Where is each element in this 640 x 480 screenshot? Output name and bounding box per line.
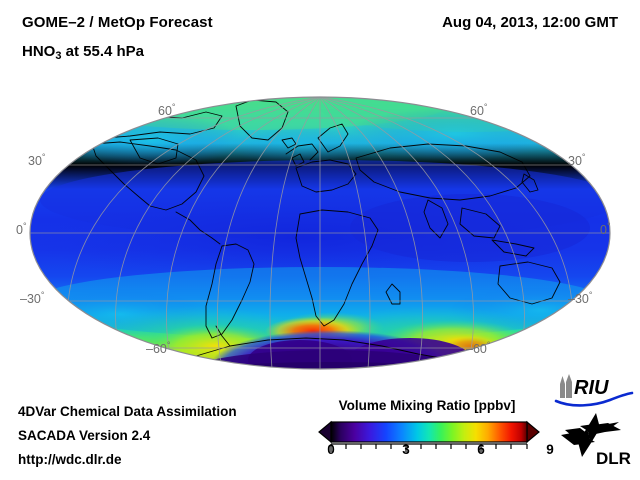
colorbar-gradient [330, 421, 528, 443]
dlr-mark-icon [561, 413, 621, 457]
graticule [30, 97, 610, 369]
dlr-wordmark: DLR [596, 449, 631, 468]
dlr-logo: DLR [561, 413, 631, 468]
colorbar-svg [318, 420, 540, 452]
species-title: HNO3 at 55.4 hPa [22, 43, 144, 62]
species-name: HNO [22, 43, 56, 60]
lat-label-30n-right: 30° [568, 152, 586, 168]
colorbar-tick-label-3: 3 [402, 442, 410, 457]
datetime-label: Aug 04, 2013, 12:00 GMT [442, 14, 618, 31]
species-subscript: 3 [55, 50, 62, 62]
colorbar-ticks [330, 444, 528, 452]
lat-label-0-left: 0° [16, 221, 27, 237]
lat-label-30n-left: 30° [28, 152, 46, 168]
colorbar-tick-label-6: 6 [477, 442, 485, 457]
lat-label-30s-left: –30° [20, 290, 45, 306]
riu-logo: RIU [554, 374, 634, 407]
instrument-title: GOME–2 / MetOp Forecast [22, 14, 213, 31]
colorbar-low-arrow [318, 420, 332, 444]
colorbar-high-arrow [526, 420, 540, 444]
colorbar: Volume Mixing Ratio [ppbv] [318, 398, 554, 468]
colorbar-tick-label-0: 0 [327, 442, 335, 457]
lat-label-0-right: 0° [600, 221, 611, 237]
lat-label-60n-right: 60° [470, 102, 488, 118]
map-svg [29, 96, 611, 370]
colorbar-tick-label-9: 9 [546, 442, 554, 457]
world-map: 60° 60° 30° 30° 0° 0° –30° –30° –60° –60… [0, 88, 640, 378]
footer-line-1: 4DVar Chemical Data Assimilation [18, 404, 237, 419]
riu-wave-icon [554, 391, 634, 407]
footer-line-3[interactable]: http://wdc.dlr.de [18, 452, 122, 467]
species-level: at 55.4 hPa [61, 43, 145, 60]
riu-wordmark: RIU [574, 377, 609, 399]
lat-label-60s-right: –60° [466, 340, 491, 356]
lat-label-30s-right: –30° [568, 290, 593, 306]
riu-tower-icon [560, 374, 572, 398]
lat-label-60n-left: 60° [158, 102, 176, 118]
map-outline [29, 96, 611, 370]
footer-line-2: SACADA Version 2.4 [18, 428, 151, 443]
lat-label-60s-left: –60° [146, 340, 171, 356]
colorbar-title: Volume Mixing Ratio [ppbv] [338, 398, 516, 413]
